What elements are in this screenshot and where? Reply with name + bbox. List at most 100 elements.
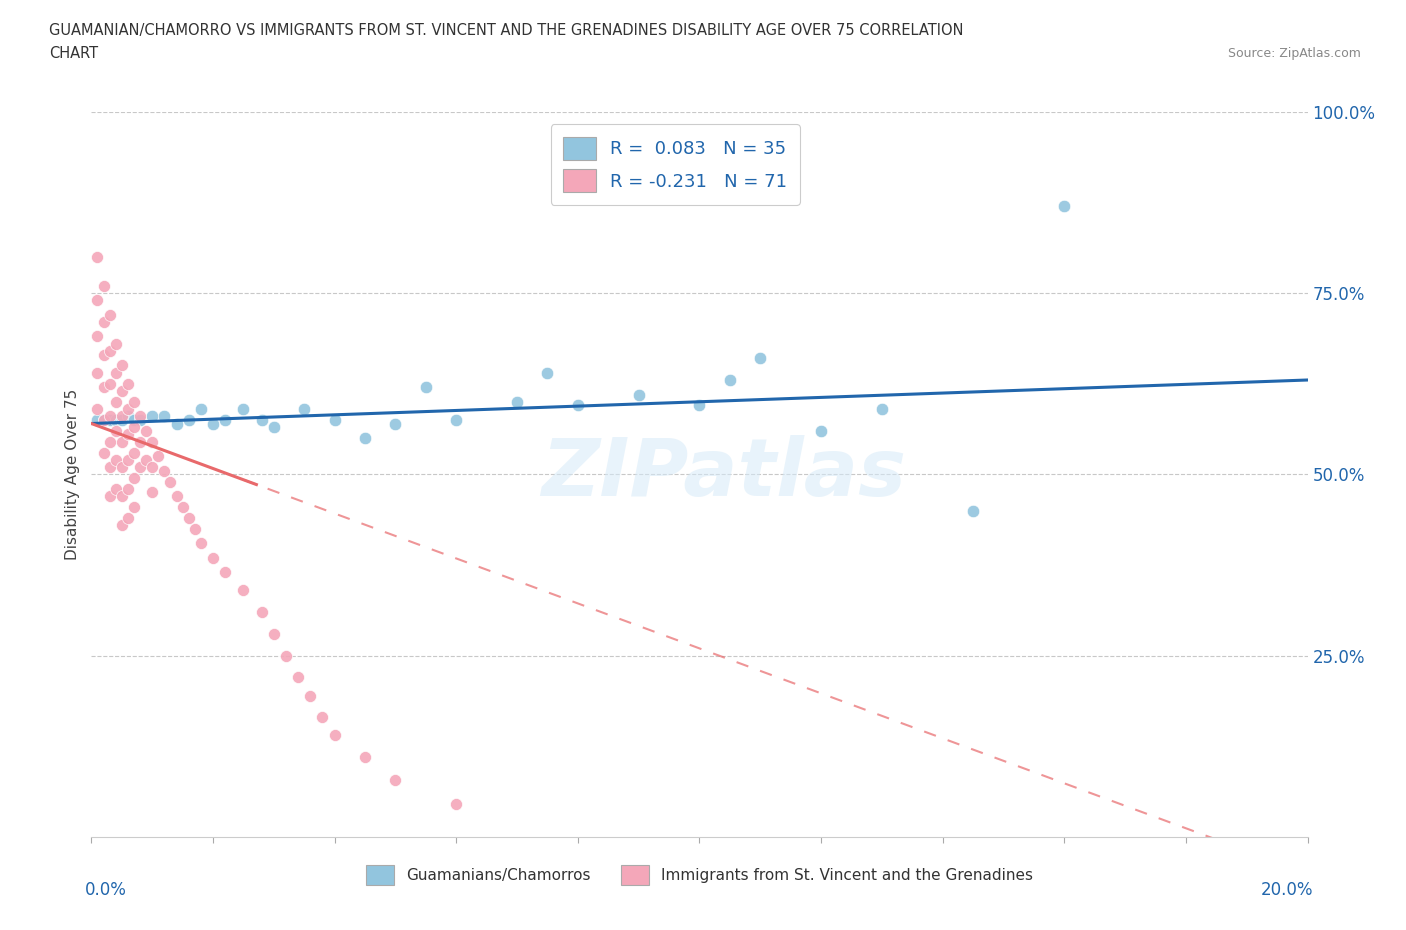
Point: [111, 434, 134, 449]
Text: 20.0%: 20.0%: [1261, 881, 1313, 898]
Point: [749, 351, 772, 365]
Point: [250, 604, 273, 619]
Point: [287, 670, 309, 684]
Point: [1053, 198, 1076, 213]
Point: [117, 482, 139, 497]
Point: [104, 423, 127, 438]
Point: [688, 398, 710, 413]
Point: [93, 314, 115, 329]
Point: [250, 413, 273, 428]
Point: [135, 452, 157, 467]
Point: [141, 434, 163, 449]
Point: [111, 383, 134, 398]
Point: [190, 536, 212, 551]
Point: [263, 627, 285, 642]
Point: [86, 413, 108, 428]
Point: [135, 423, 157, 438]
Point: [141, 485, 163, 500]
Point: [506, 394, 529, 409]
Point: [141, 409, 163, 424]
Point: [232, 583, 254, 598]
Point: [129, 434, 152, 449]
Point: [117, 427, 139, 442]
Point: [292, 402, 315, 417]
Point: [122, 394, 145, 409]
Point: [111, 413, 134, 428]
Point: [104, 365, 127, 380]
Point: [311, 710, 333, 724]
Point: [202, 416, 225, 431]
Point: [202, 551, 225, 565]
Point: [98, 409, 121, 424]
Point: [93, 347, 115, 362]
Point: [214, 565, 236, 579]
Text: Source: ZipAtlas.com: Source: ZipAtlas.com: [1227, 46, 1361, 60]
Point: [117, 511, 139, 525]
Point: [122, 499, 145, 514]
Point: [111, 459, 134, 474]
Point: [184, 521, 207, 536]
Point: [153, 409, 176, 424]
Point: [384, 416, 406, 431]
Point: [129, 413, 152, 428]
Point: [111, 409, 134, 424]
Point: [214, 413, 236, 428]
Point: [384, 773, 406, 788]
Point: [177, 413, 200, 428]
Point: [104, 413, 127, 428]
Point: [86, 329, 108, 344]
Point: [962, 503, 984, 518]
Point: [354, 431, 377, 445]
Point: [86, 249, 108, 264]
Point: [111, 488, 134, 503]
Point: [93, 445, 115, 460]
Point: [98, 488, 121, 503]
Point: [111, 518, 134, 533]
Point: [263, 419, 285, 434]
Point: [122, 445, 145, 460]
Legend: Guamanians/Chamorros, Immigrants from St. Vincent and the Grenadines: Guamanians/Chamorros, Immigrants from St…: [360, 859, 1039, 891]
Point: [86, 365, 108, 380]
Point: [810, 423, 832, 438]
Point: [98, 307, 121, 322]
Text: 0.0%: 0.0%: [86, 881, 127, 898]
Point: [117, 409, 139, 424]
Point: [122, 419, 145, 434]
Point: [117, 402, 139, 417]
Point: [323, 728, 346, 743]
Point: [274, 648, 297, 663]
Point: [98, 343, 121, 358]
Point: [148, 449, 170, 464]
Point: [86, 293, 108, 308]
Point: [98, 434, 121, 449]
Point: [129, 459, 152, 474]
Point: [104, 452, 127, 467]
Text: GUAMANIAN/CHAMORRO VS IMMIGRANTS FROM ST. VINCENT AND THE GRENADINES DISABILITY : GUAMANIAN/CHAMORRO VS IMMIGRANTS FROM ST…: [49, 23, 963, 38]
Point: [718, 373, 741, 388]
Point: [232, 402, 254, 417]
Point: [444, 797, 467, 812]
Point: [567, 398, 589, 413]
Point: [444, 413, 467, 428]
Y-axis label: Disability Age Over 75: Disability Age Over 75: [65, 389, 80, 560]
Point: [323, 413, 346, 428]
Point: [93, 379, 115, 394]
Point: [627, 387, 650, 402]
Point: [93, 413, 115, 428]
Point: [415, 379, 437, 394]
Point: [122, 413, 145, 428]
Point: [870, 402, 893, 417]
Point: [98, 459, 121, 474]
Point: [354, 750, 377, 764]
Point: [104, 394, 127, 409]
Point: [122, 471, 145, 485]
Point: [117, 452, 139, 467]
Point: [93, 278, 115, 293]
Point: [536, 365, 558, 380]
Point: [111, 358, 134, 373]
Text: ZIPatlas: ZIPatlas: [541, 435, 907, 513]
Point: [177, 511, 200, 525]
Point: [104, 337, 127, 352]
Point: [117, 377, 139, 392]
Point: [190, 402, 212, 417]
